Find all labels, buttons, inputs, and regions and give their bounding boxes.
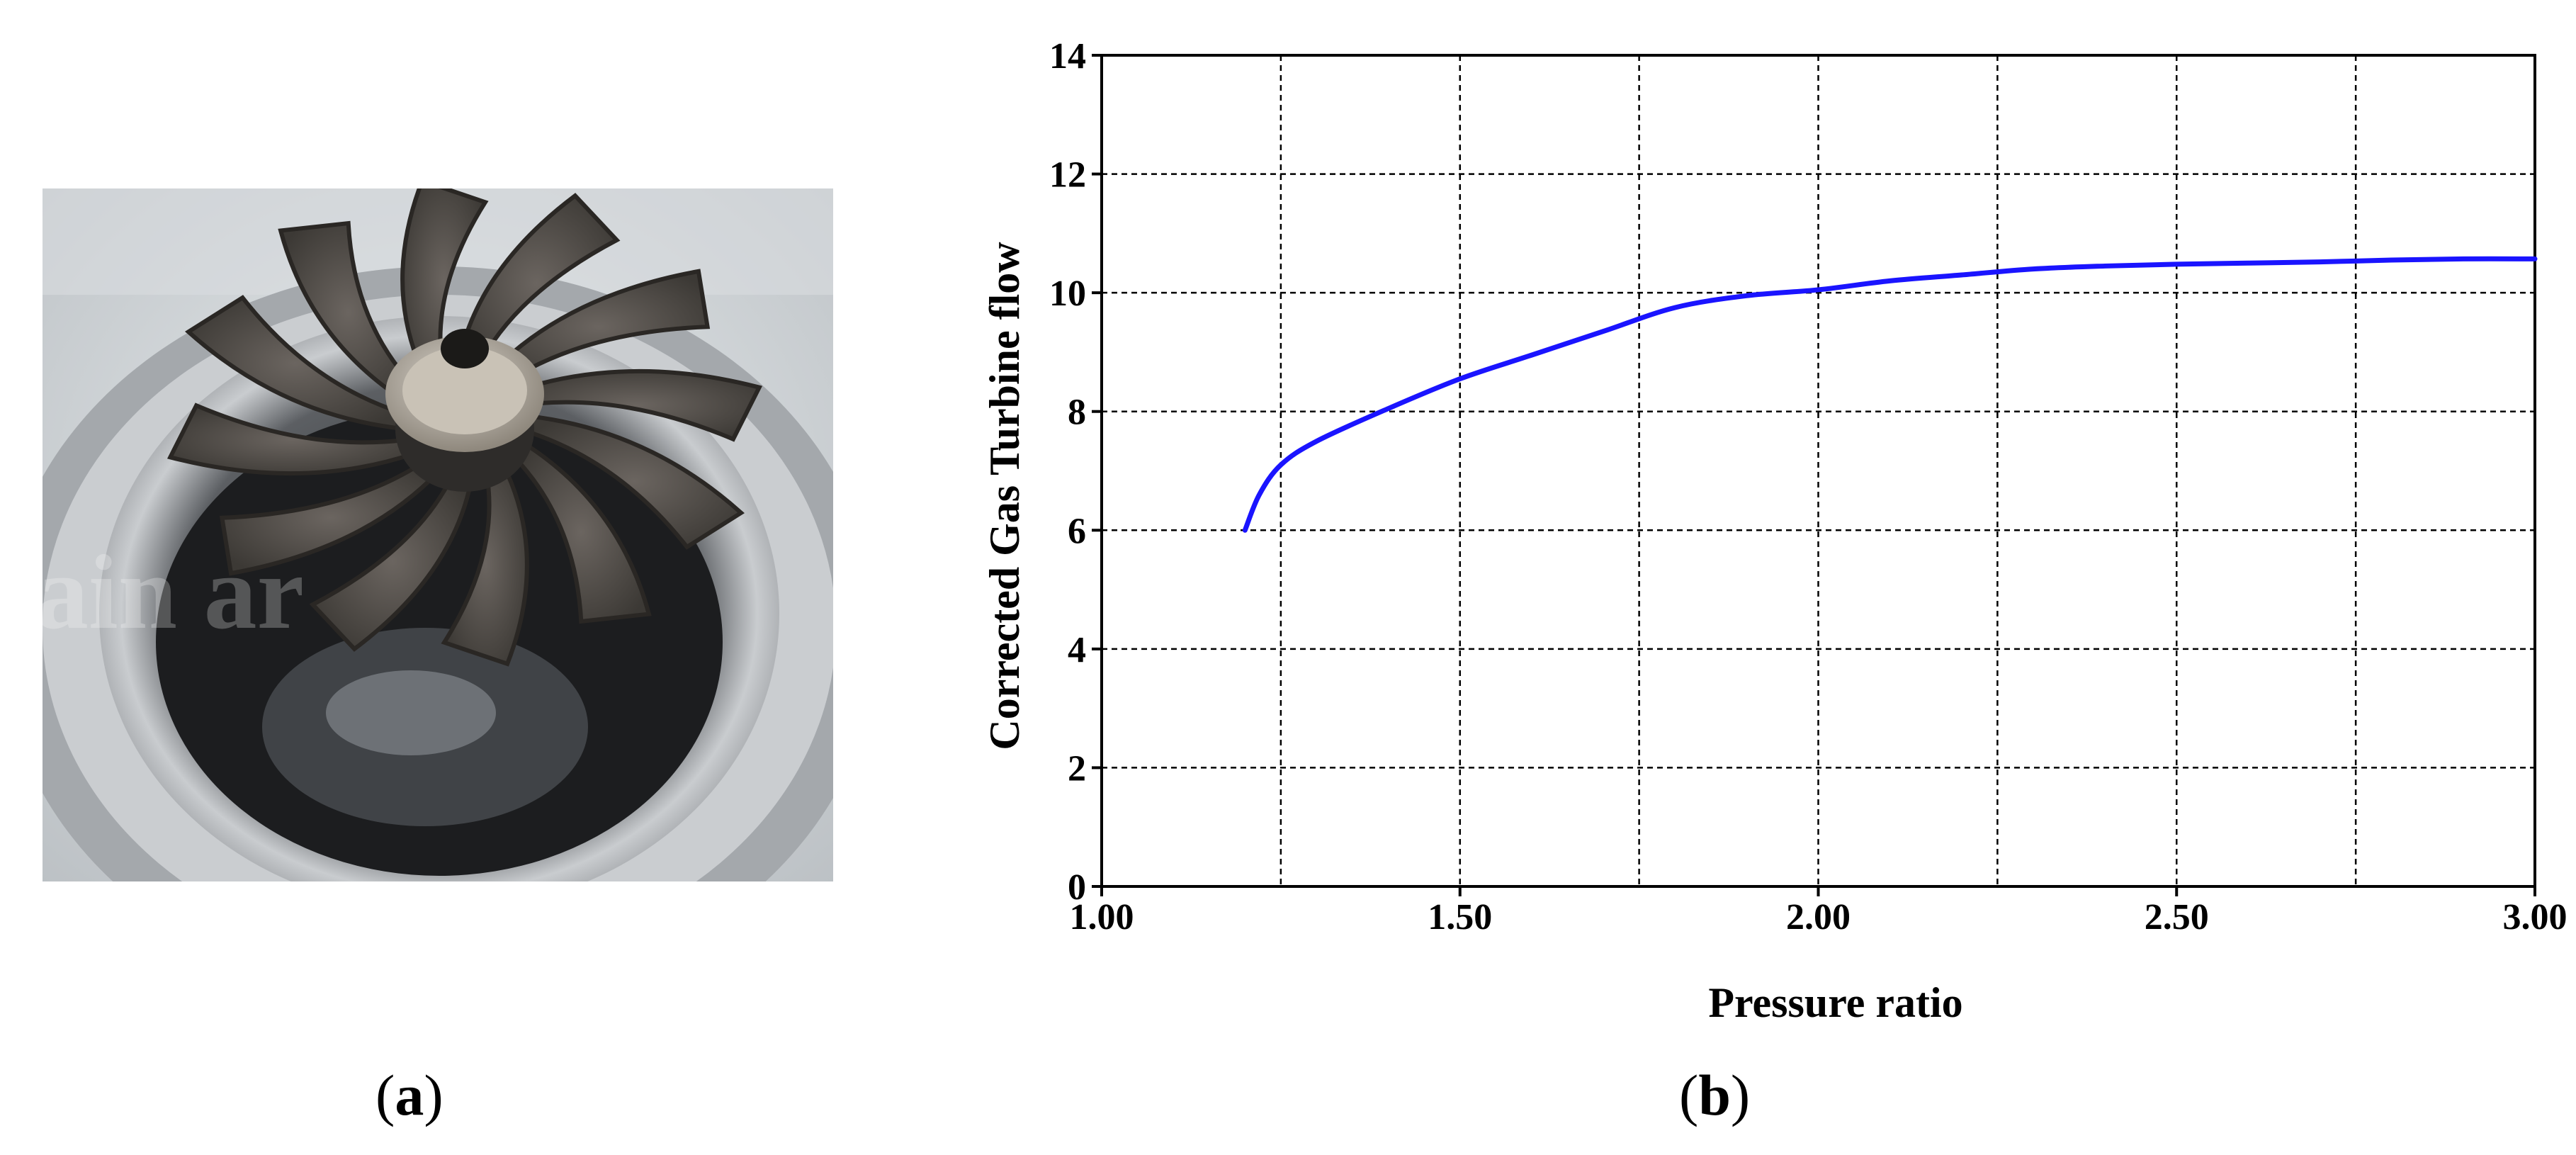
x-tick-label: 2.50 — [2145, 897, 2209, 937]
turbine-blade — [166, 402, 417, 476]
series-line — [1242, 256, 2538, 533]
y-tick-label: 2 — [1068, 748, 1086, 789]
turbine-blade — [512, 368, 763, 442]
y-axis-ticks: 0 2 4 6 8 10 12 14 — [1049, 36, 1102, 908]
turbine-blade — [278, 220, 419, 405]
turbine-blade — [525, 413, 745, 550]
turbine-blade — [441, 461, 529, 667]
x-tick-label: 3.00 — [2503, 897, 2567, 937]
y-axis-label: Corrected Gas Turbine flow — [981, 242, 1028, 750]
x-tick-label: 2.00 — [1786, 897, 1851, 937]
y-tick-label: 6 — [1068, 511, 1086, 551]
turbine-blade — [400, 188, 489, 383]
grid-lines — [1102, 55, 2535, 886]
turbine-blades — [166, 188, 763, 667]
photo-watermark: ain ar — [43, 534, 304, 651]
shaft-hole-icon — [441, 329, 489, 368]
x-axis-ticks: 1.00 1.50 2.00 2.50 3.00 — [1070, 886, 2567, 937]
turbine-wheel-photo: ain ar — [43, 188, 833, 881]
x-tick-label: 1.50 — [1428, 897, 1492, 937]
x-tick-label: 1.00 — [1070, 897, 1134, 937]
series-layer — [1242, 256, 2538, 533]
turbine-blade — [185, 295, 405, 432]
y-tick-label: 14 — [1049, 36, 1086, 77]
turbine-blade — [510, 439, 652, 624]
y-tick-label: 8 — [1068, 393, 1086, 433]
caption-a: (a) — [375, 1063, 444, 1127]
y-tick-label: 0 — [1068, 867, 1086, 908]
turbine-blade — [454, 193, 621, 373]
turbine-blade — [309, 471, 475, 652]
caption-b: (b) — [1679, 1063, 1751, 1127]
y-tick-label: 12 — [1049, 155, 1086, 196]
y-tick-label: 4 — [1068, 630, 1086, 670]
y-tick-label: 10 — [1049, 274, 1086, 314]
x-axis-label: Pressure ratio — [1708, 979, 1962, 1026]
turbine-blade — [219, 459, 444, 576]
turbine-blade — [486, 269, 711, 385]
